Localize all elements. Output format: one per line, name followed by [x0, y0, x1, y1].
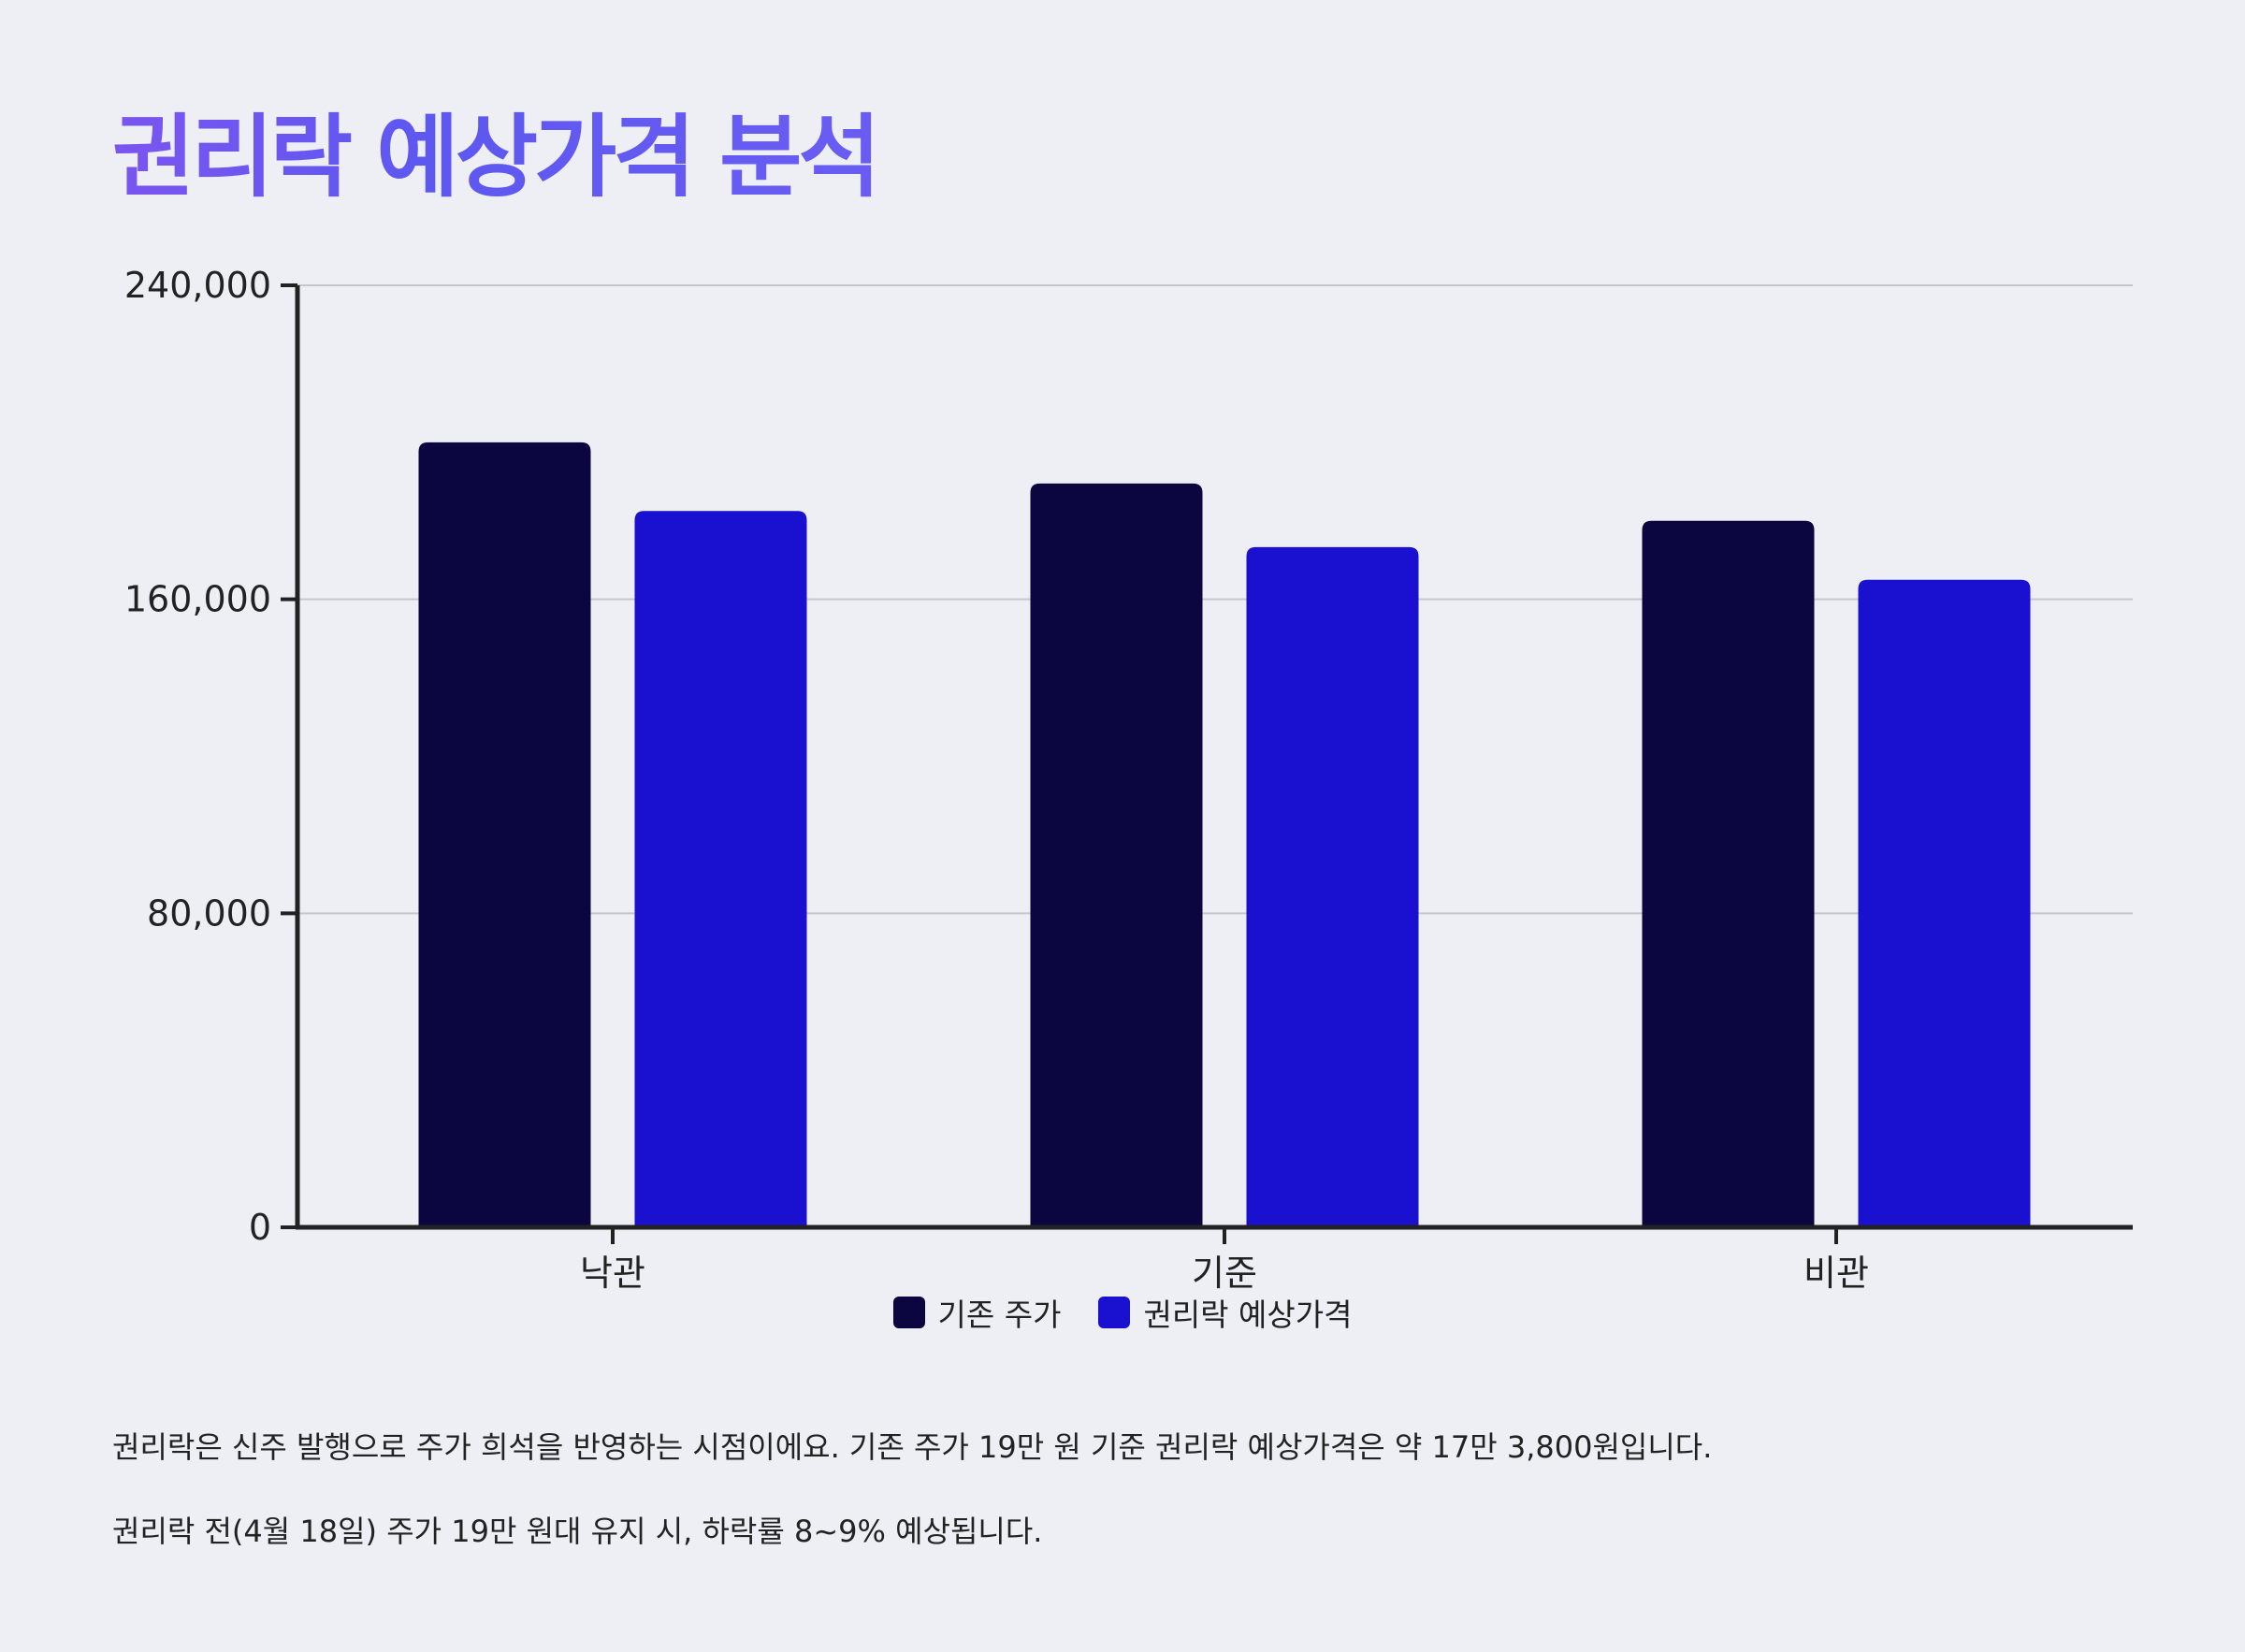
legend-label: 권리락 예상가격	[1143, 1297, 1353, 1333]
tick-labels: 0 80,000 160,000 240,000 낙관 기준 비관	[124, 265, 1869, 1294]
notes: 권리락은 신주 발행으로 주가 희석을 반영하는 시점이에요. 기존 주가 19…	[112, 1429, 1712, 1599]
axes	[281, 283, 2133, 1244]
y-tick-label: 160,000	[124, 579, 271, 620]
bar-expected-price	[1246, 546, 1419, 1227]
legend-label: 기존 주가	[937, 1297, 1062, 1333]
x-tick-label: 낙관	[580, 1253, 645, 1294]
y-tick-label: 80,000	[147, 892, 271, 934]
x-tick-label: 비관	[1803, 1253, 1869, 1294]
bar-chart: 0 80,000 160,000 240,000 낙관 기준 비관	[124, 265, 2133, 1294]
note-text: 권리락 전(4월 18일) 주가 19만 원대 유지 시, 하락률 8~9% 예…	[112, 1514, 1043, 1550]
legend-item-existing-price: 기존 주가	[892, 1290, 1062, 1335]
legend-swatch	[1098, 1297, 1131, 1328]
legend-swatch	[892, 1297, 925, 1328]
bar-existing-price	[1030, 483, 1203, 1227]
legend: 기존 주가 권리락 예상가격	[0, 1290, 2245, 1335]
x-tick-label: 기준	[1192, 1253, 1257, 1294]
bars	[418, 442, 2031, 1227]
bar-expected-price	[1858, 579, 2031, 1227]
legend-item-expected-price: 권리락 예상가격	[1098, 1290, 1352, 1335]
y-tick-label: 0	[249, 1207, 271, 1248]
bar-existing-price	[1642, 520, 1815, 1227]
note-text: 권리락은 신주 발행으로 주가 희석을 반영하는 시점이에요. 기존 주가 19…	[112, 1429, 1713, 1465]
grid-lines	[297, 284, 2133, 915]
bar-expected-price	[634, 511, 807, 1227]
bar-existing-price	[418, 442, 591, 1227]
y-tick-label: 240,000	[124, 265, 271, 306]
chart-title: 권리락 예상가격 분석	[112, 84, 881, 214]
